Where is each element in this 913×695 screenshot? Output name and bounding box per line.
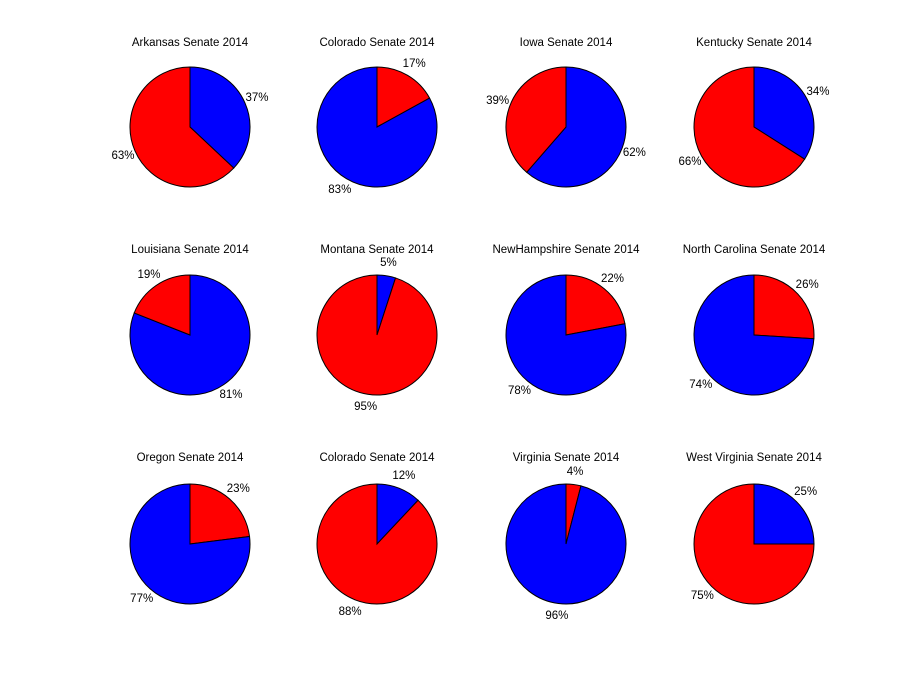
pie-slice-blue	[189, 66, 251, 169]
pie-slice-red	[693, 483, 815, 605]
pie-slice-blue	[316, 66, 438, 188]
slice-percentage-label: 62%	[622, 146, 646, 159]
slice-percentage-label: 23%	[226, 483, 250, 496]
pie-slice-blue	[753, 483, 815, 545]
chart-title: Kentucky Senate 2014	[696, 37, 812, 49]
slice-percentage-label: 96%	[545, 610, 569, 623]
pie-svg	[316, 483, 438, 605]
slice-percentage-label: 88%	[338, 605, 362, 618]
chart-title: Arkansas Senate 2014	[131, 37, 249, 49]
chart-title: NewHampshire Senate 2014	[492, 244, 640, 256]
slice-percentage-label: 74%	[689, 379, 713, 391]
slice-percentage-label: 4%	[566, 465, 584, 478]
pie-slice-blue	[525, 66, 627, 188]
slice-percentage-label: 37%	[245, 92, 269, 104]
slice-percentage-label: 83%	[328, 183, 352, 196]
chart-title: Montana Senate 2014	[320, 244, 434, 256]
chart-title: Colorado Senate 2014	[319, 37, 435, 49]
pie-slice-red	[376, 66, 431, 128]
chart-title: Colorado Senate 2014	[319, 452, 435, 464]
slice-percentage-label: 26%	[795, 279, 819, 291]
slice-percentage-label: 77%	[130, 592, 154, 605]
pie-svg	[505, 483, 627, 605]
pie-slice-blue	[129, 483, 251, 605]
slice-percentage-label: 66%	[678, 156, 702, 169]
slice-percentage-label: 5%	[380, 256, 397, 269]
chart-title: Iowa Senate 2014	[519, 37, 613, 49]
pie-slice-red	[316, 483, 438, 605]
pie-svg	[693, 66, 815, 188]
slice-percentage-label: 34%	[806, 85, 830, 98]
pie-svg	[505, 274, 627, 396]
slice-percentage-label: 19%	[137, 268, 161, 281]
pie-slice-red	[693, 66, 806, 188]
slice-percentage-label: 95%	[354, 401, 378, 414]
slice-percentage-label: 63%	[111, 150, 135, 162]
pie-slice-blue	[505, 274, 627, 396]
slice-percentage-label: 81%	[219, 389, 243, 402]
pie-slice-red	[129, 66, 235, 188]
pie-svg	[693, 483, 815, 605]
slice-percentage-label: 75%	[690, 589, 714, 602]
pie-slice-red	[565, 274, 626, 336]
pie-svg	[316, 274, 438, 396]
chart-title: Louisiana Senate 2014	[131, 244, 249, 256]
chart-title: Oregon Senate 2014	[136, 452, 244, 464]
pie-svg	[505, 66, 627, 188]
pie-slice-blue	[505, 483, 627, 605]
chart-title: West Virginia Senate 2014	[686, 452, 822, 464]
pie-slice-red	[189, 483, 251, 545]
pie-slice-red	[133, 274, 191, 336]
slice-percentage-label: 39%	[486, 95, 510, 108]
chart-title: Virginia Senate 2014	[512, 452, 620, 464]
pie-slice-red	[316, 274, 438, 396]
slice-percentage-label: 78%	[507, 385, 532, 398]
pie-svg	[693, 274, 815, 396]
chart-title: North Carolina Senate 2014	[682, 244, 826, 256]
pie-svg	[129, 274, 251, 396]
pie-svg	[129, 483, 251, 605]
slice-percentage-label: 17%	[402, 58, 426, 71]
pie-svg	[129, 66, 251, 188]
pie-slice-red	[753, 274, 815, 340]
pie-slice-red	[505, 66, 567, 173]
slice-percentage-label: 25%	[794, 486, 818, 499]
slice-percentage-label: 12%	[392, 470, 416, 483]
slice-percentage-label: 22%	[600, 272, 625, 285]
pie-slice-blue	[693, 274, 815, 396]
pie-svg	[316, 66, 438, 188]
